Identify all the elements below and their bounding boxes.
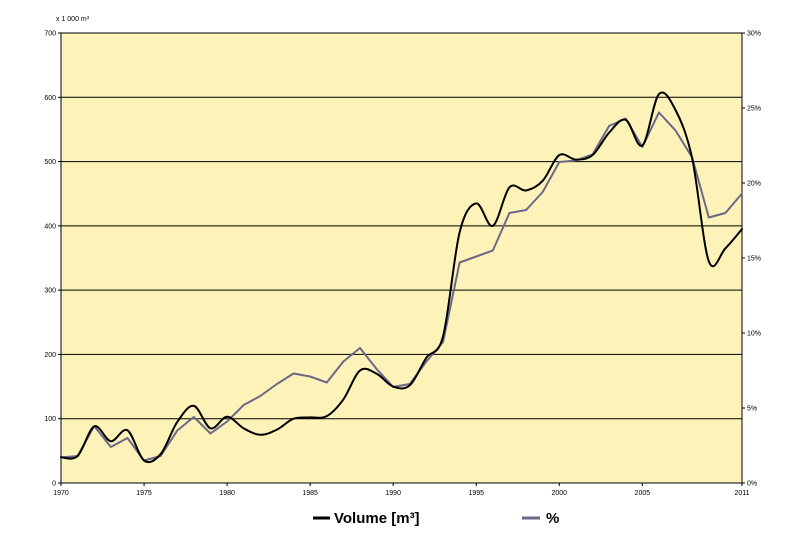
y2-tick-label: 10%: [747, 331, 761, 338]
x-tick-label: 2011: [734, 490, 749, 497]
gridlines: [61, 32, 742, 420]
legend-label-volume: Volume [m³]: [334, 510, 420, 527]
x-tick-label: 1995: [468, 490, 484, 497]
x-tick-label: 1990: [385, 490, 401, 497]
y2-tick-label: 0%: [747, 481, 757, 488]
x-tick-label: 1975: [136, 490, 152, 497]
y-tick-label: 600: [44, 95, 56, 102]
x-tick-label: 1970: [53, 490, 69, 497]
y-tick-label: 500: [44, 159, 56, 166]
y-tick-label: 700: [44, 31, 56, 38]
y-unit-label: x 1 000 m³: [56, 16, 90, 23]
y-axis-right: 0% 5% 10% 15% 20% 25% 30%: [742, 31, 761, 488]
y2-tick-label: 25%: [747, 106, 761, 113]
y2-tick-label: 30%: [747, 31, 761, 38]
series-group: [60, 91, 743, 464]
x-tick-label: 1980: [219, 490, 235, 497]
plot-area-background: [61, 33, 742, 483]
legend: Volume [m³] %: [313, 510, 559, 527]
y-tick-label: 200: [44, 352, 56, 359]
series-line-volume: [60, 91, 743, 464]
y-tick-label: 300: [44, 288, 56, 295]
y2-tick-label: 15%: [747, 256, 761, 263]
x-tick-label: 2000: [552, 490, 568, 497]
y-tick-label: 0: [52, 481, 56, 488]
y-tick-label: 100: [44, 416, 56, 423]
y-axis-left: 0 100 200 300 400 500 600 700: [44, 31, 61, 488]
x-axis: 1970 1975 1980 1985 1990 1995 2000 2005 2011: [53, 483, 750, 497]
y-tick-label: 400: [44, 223, 56, 230]
x-tick-label: 2005: [635, 490, 651, 497]
legend-label-percent: %: [546, 510, 559, 527]
x-tick-label: 1985: [302, 490, 318, 497]
y2-tick-label: 20%: [747, 181, 761, 188]
y2-tick-label: 5%: [747, 406, 757, 413]
